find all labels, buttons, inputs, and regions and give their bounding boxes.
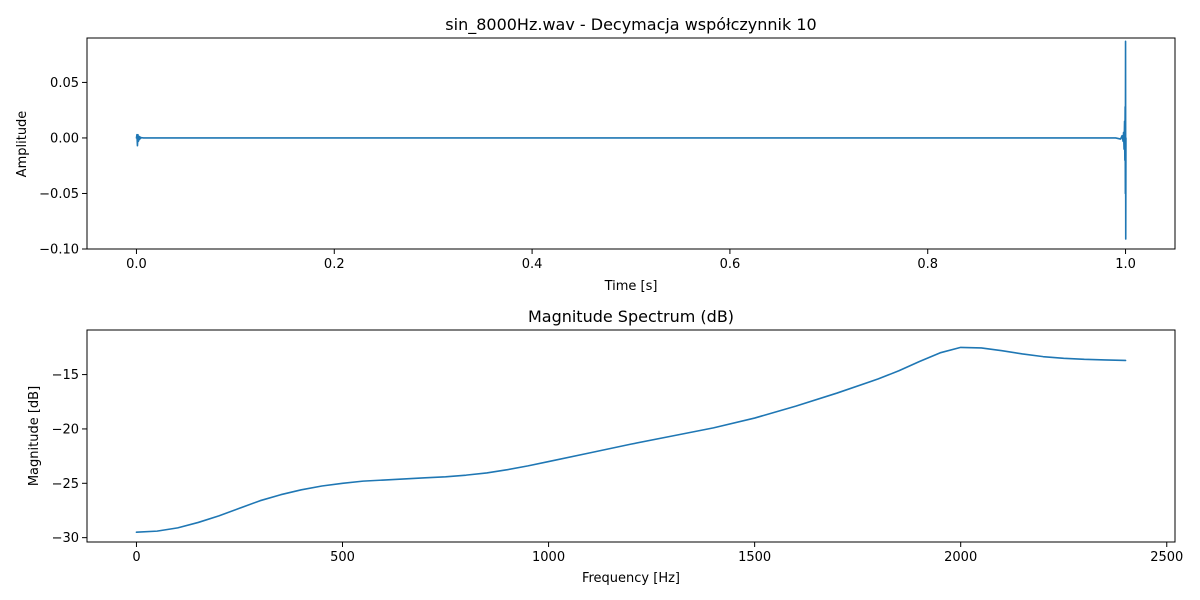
time-series-line [135, 40, 1127, 240]
time-plot-frame [86, 37, 1176, 250]
spectrum-x-tick-label: 2000 [944, 550, 977, 565]
spectrum-x-tick-label: 1500 [738, 550, 771, 565]
spectrum-x-axis-label: Frequency [Hz] [582, 571, 680, 586]
spectrum-series-line [135, 346, 1127, 534]
time-x-tick-label: 0.4 [522, 257, 543, 272]
spectrum-y-tick-label: −15 [52, 368, 79, 383]
spectrum-x-tick-label: 2500 [1150, 550, 1183, 565]
time-y-ticks: −0.10 −0.05 0.00 0.05 [39, 76, 87, 258]
time-y-tick-label: −0.05 [39, 187, 79, 202]
time-x-tick-label: 1.0 [1115, 257, 1136, 272]
spectrum-x-tick-label: 0 [132, 550, 140, 565]
time-y-tick-label: 0.05 [50, 76, 79, 91]
spectrum-plot-frame [86, 329, 1176, 543]
spectrum-y-tick-label: −20 [52, 422, 79, 437]
time-y-axis-label: Amplitude [15, 111, 30, 178]
spectrum-y-tick-label: −25 [52, 477, 79, 492]
time-domain-plot: sin_8000Hz.wav - Decymacja współczynnik … [15, 15, 1176, 294]
spectrum-x-tick-label: 1000 [532, 550, 565, 565]
spectrum-y-tick-label: −30 [52, 531, 79, 546]
time-x-tick-label: 0.2 [324, 257, 345, 272]
time-x-axis-label: Time [s] [604, 279, 658, 294]
spectrum-y-axis-label: Magnitude [dB] [27, 386, 42, 486]
time-plot-title: sin_8000Hz.wav - Decymacja współczynnik … [445, 15, 816, 35]
time-x-tick-label: 0.0 [126, 257, 147, 272]
spectrum-x-ticks: 0 500 1000 1500 2000 2500 [132, 542, 1183, 565]
spectrum-plot: Magnitude Spectrum (dB) 0 500 1000 1500 2000… [27, 307, 1183, 586]
time-x-tick-label: 0.6 [720, 257, 741, 272]
spectrum-y-ticks: −30 −25 −20 −15 [52, 368, 87, 546]
time-y-tick-label: −0.10 [39, 243, 79, 258]
time-x-tick-label: 0.8 [917, 257, 938, 272]
time-series-layer [135, 40, 1127, 240]
spectrum-x-tick-label: 500 [330, 550, 355, 565]
time-x-ticks: 0.0 0.2 0.4 0.6 0.8 1.0 [126, 249, 1136, 272]
spectrum-series-layer [135, 346, 1127, 534]
time-y-tick-label: 0.00 [50, 131, 79, 146]
spectrum-plot-title: Magnitude Spectrum (dB) [528, 307, 734, 326]
